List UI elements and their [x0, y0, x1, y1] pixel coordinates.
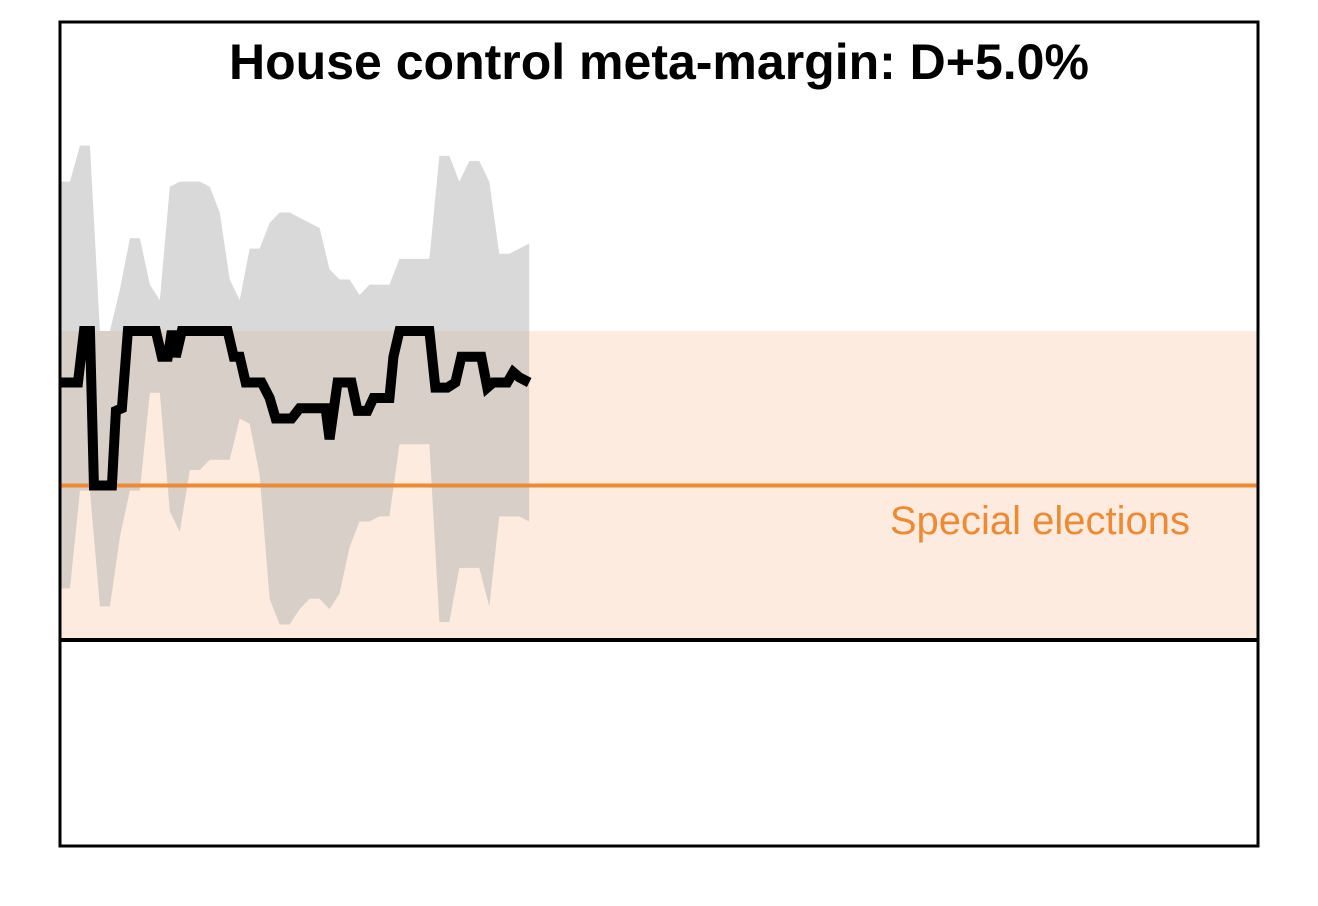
special-elections-label: Special elections [890, 499, 1190, 543]
chart-title: House control meta-margin: D+5.0% [229, 34, 1089, 90]
uncertainty-band [60, 145, 530, 625]
plot-frame [58, 20, 1260, 848]
meta-margin-line [60, 326, 532, 491]
